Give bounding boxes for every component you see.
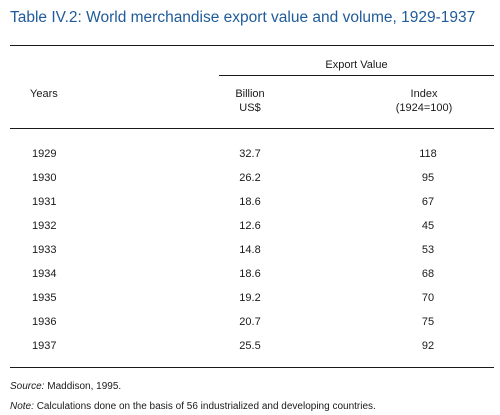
- index-cell: 45: [421, 220, 435, 232]
- index-cell: 75: [421, 316, 435, 328]
- billion-cell: 25.5: [239, 340, 261, 352]
- index-cell: 53: [421, 244, 435, 256]
- year-cell: 1936: [32, 316, 57, 328]
- year-cell: 1932: [32, 220, 57, 232]
- index-header-line2: (1924=100): [395, 102, 453, 114]
- billion-cell: 32.7: [239, 148, 261, 160]
- year-cell: 1930: [32, 172, 57, 184]
- export-value-header: Export Value: [325, 59, 388, 71]
- table-row: 1935 19.2 70: [0, 292, 500, 312]
- table-row: 1933 14.8 53: [0, 244, 500, 264]
- year-cell: 1931: [32, 196, 57, 208]
- billion-header-line1: Billion: [235, 88, 265, 100]
- billion-cell: 18.6: [239, 196, 261, 208]
- billion-cell: 26.2: [239, 172, 261, 184]
- index-cell: 95: [421, 172, 435, 184]
- year-cell: 1935: [32, 292, 57, 304]
- table-row: 1934 18.6 68: [0, 268, 500, 288]
- header-rule: [10, 128, 494, 129]
- index-cell: 92: [421, 340, 435, 352]
- year-cell: 1937: [32, 340, 57, 352]
- note-text: Calculations done on the basis of 56 ind…: [36, 401, 376, 412]
- table-row: 1936 20.7 75: [0, 316, 500, 336]
- note-footnote: Note: Calculations done on the basis of …: [10, 401, 376, 412]
- index-header: Index (1924=100): [378, 87, 470, 115]
- billion-usd-header: Billion US$: [200, 87, 300, 115]
- export-value-rule: [219, 75, 494, 76]
- table-row: 1929 32.7 118: [0, 148, 500, 168]
- table-row: 1930 26.2 95: [0, 172, 500, 192]
- billion-cell: 12.6: [239, 220, 261, 232]
- billion-header-line2: US$: [239, 102, 261, 114]
- source-text: Maddison, 1995.: [47, 381, 122, 392]
- index-header-line1: Index: [410, 88, 438, 100]
- table-row: 1931 18.6 67: [0, 196, 500, 216]
- billion-cell: 20.7: [239, 316, 261, 328]
- top-rule: [10, 45, 494, 46]
- index-cell: 67: [421, 196, 435, 208]
- billion-cell: 18.6: [239, 268, 261, 280]
- years-header: Years: [30, 88, 58, 100]
- source-label: Source:: [10, 381, 45, 392]
- table-row: 1932 12.6 45: [0, 220, 500, 240]
- bottom-rule: [10, 367, 494, 368]
- year-cell: 1929: [32, 148, 57, 160]
- index-cell: 70: [421, 292, 435, 304]
- table-title: Table IV.2: World merchandise export val…: [10, 9, 476, 26]
- year-cell: 1933: [32, 244, 57, 256]
- billion-cell: 19.2: [239, 292, 261, 304]
- note-label: Note:: [10, 401, 34, 412]
- table-row: 1937 25.5 92: [0, 340, 500, 360]
- billion-cell: 14.8: [239, 244, 261, 256]
- index-cell: 118: [419, 148, 437, 160]
- year-cell: 1934: [32, 268, 57, 280]
- index-cell: 68: [421, 268, 435, 280]
- source-footnote: Source: Maddison, 1995.: [10, 381, 121, 392]
